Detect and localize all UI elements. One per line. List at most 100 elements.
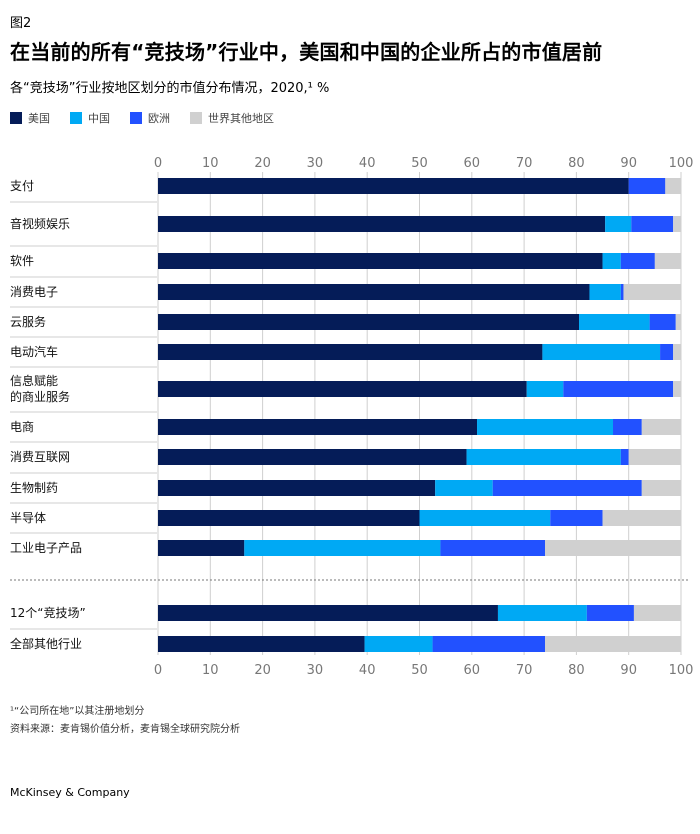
bar-segment bbox=[675, 314, 681, 330]
bar-segment bbox=[477, 419, 614, 435]
x-tick-label-bottom: 90 bbox=[620, 663, 637, 678]
x-tick-label-top: 30 bbox=[307, 156, 324, 171]
x-tick-label-top: 50 bbox=[411, 156, 428, 171]
bar-segment bbox=[550, 510, 603, 526]
bar-segment bbox=[526, 381, 564, 397]
bar-segment bbox=[631, 216, 674, 232]
category-label: 半导体 bbox=[10, 511, 46, 525]
bar-segment bbox=[158, 449, 467, 465]
bar-segment bbox=[542, 344, 661, 360]
bar-segment bbox=[673, 381, 681, 397]
brand-name: McKinsey & Company bbox=[10, 786, 130, 799]
bar-segment bbox=[158, 480, 436, 496]
bar-segment bbox=[620, 449, 629, 465]
x-tick-label-bottom: 100 bbox=[669, 663, 694, 678]
legend-swatch bbox=[130, 112, 142, 124]
bar-segment bbox=[364, 636, 433, 652]
bar-segment bbox=[545, 540, 681, 556]
bar-segment bbox=[673, 216, 681, 232]
footnote: ¹“公司所在地”以其注册地划分 bbox=[10, 706, 145, 717]
summary-label: 全部其他行业 bbox=[10, 636, 82, 651]
stacked-bar-chart: 0 0 10 10 20 20 30 30 40 40 50 50 60 60 70 70 80 80 90 90 10… bbox=[10, 156, 694, 678]
category-label: 的商业服务 bbox=[10, 389, 70, 404]
legend-item: 美国 bbox=[10, 110, 50, 126]
x-tick-label-bottom: 40 bbox=[359, 663, 376, 678]
legend-swatch bbox=[70, 112, 82, 124]
bar-segment bbox=[586, 605, 634, 621]
bar-segment bbox=[579, 314, 650, 330]
bar-segment bbox=[158, 178, 629, 194]
category-label: 软件 bbox=[10, 254, 34, 268]
category-label: 消费电子 bbox=[10, 285, 58, 299]
bar-segment bbox=[432, 636, 546, 652]
bar-segment bbox=[654, 253, 681, 269]
bar-segment bbox=[492, 480, 642, 496]
category-label: 信息赋能 bbox=[10, 373, 58, 388]
legend-item: 欧洲 bbox=[130, 110, 170, 126]
category-label: 云服务 bbox=[10, 314, 46, 329]
bar-segment bbox=[419, 510, 551, 526]
legend-label: 美国 bbox=[28, 112, 50, 125]
bar-segment bbox=[605, 216, 632, 232]
bar-segment bbox=[633, 605, 681, 621]
bar-segment bbox=[589, 284, 621, 300]
bar-segment bbox=[158, 253, 603, 269]
x-tick-label-top: 90 bbox=[620, 156, 637, 171]
bar-segment bbox=[613, 419, 642, 435]
bar-segment bbox=[628, 178, 666, 194]
legend-label: 中国 bbox=[88, 112, 110, 125]
bar-segment bbox=[158, 381, 527, 397]
bar-segment bbox=[440, 540, 546, 556]
legend-label: 欧洲 bbox=[148, 112, 170, 125]
x-tick-label-bottom: 60 bbox=[464, 663, 481, 678]
bar-segment bbox=[620, 253, 655, 269]
x-tick-label-top: 100 bbox=[669, 156, 694, 171]
legend-swatch bbox=[10, 112, 22, 124]
x-tick-label-bottom: 0 bbox=[154, 663, 162, 678]
legend-swatch bbox=[190, 112, 202, 124]
category-label: 电商 bbox=[10, 419, 34, 434]
x-tick-label-top: 40 bbox=[359, 156, 376, 171]
x-tick-label-top: 80 bbox=[568, 156, 585, 171]
bar-segment bbox=[158, 419, 478, 435]
legend-item: 中国 bbox=[70, 110, 110, 126]
bar-segment bbox=[158, 284, 590, 300]
x-tick-label-bottom: 10 bbox=[202, 663, 219, 678]
x-tick-label-top: 20 bbox=[254, 156, 271, 171]
x-tick-label-top: 10 bbox=[202, 156, 219, 171]
bar-segment bbox=[158, 636, 365, 652]
x-tick-label-bottom: 70 bbox=[516, 663, 533, 678]
bar-segment bbox=[649, 314, 676, 330]
category-label: 支付 bbox=[10, 179, 34, 193]
summary-label: 12个“竞技场” bbox=[10, 606, 86, 620]
chart-title: 在当前的所有“竞技场”行业中，美国和中国的企业所占的市值居前 bbox=[10, 40, 603, 64]
bar-segment bbox=[244, 540, 441, 556]
x-tick-label-bottom: 50 bbox=[411, 663, 428, 678]
category-label: 电动汽车 bbox=[10, 344, 58, 359]
bar-segment bbox=[158, 510, 420, 526]
bar-segment bbox=[466, 449, 621, 465]
category-label: 消费互联网 bbox=[10, 450, 70, 464]
bar-segment bbox=[602, 253, 621, 269]
category-label: 生物制药 bbox=[10, 481, 58, 495]
bar-segment bbox=[628, 449, 681, 465]
bar-segment bbox=[158, 314, 580, 330]
x-tick-label-top: 70 bbox=[516, 156, 533, 171]
bar-segment bbox=[563, 381, 674, 397]
legend-label: 世界其他地区 bbox=[208, 112, 274, 125]
x-tick-label-bottom: 30 bbox=[307, 663, 324, 678]
x-tick-label-top: 60 bbox=[464, 156, 481, 171]
bar-segment bbox=[158, 216, 606, 232]
bar-segment bbox=[497, 605, 587, 621]
bar-segment bbox=[660, 344, 674, 360]
legend-item: 世界其他地区 bbox=[190, 110, 274, 126]
x-tick-label-bottom: 80 bbox=[568, 663, 585, 678]
bar-segment bbox=[620, 284, 624, 300]
bar-segment bbox=[435, 480, 493, 496]
category-label: 工业电子产品 bbox=[10, 541, 82, 555]
bar-segment bbox=[673, 344, 681, 360]
category-label: 音视频娱乐 bbox=[10, 216, 70, 231]
bar-segment bbox=[545, 636, 681, 652]
bar-segment bbox=[641, 419, 681, 435]
bar-segment bbox=[158, 540, 245, 556]
